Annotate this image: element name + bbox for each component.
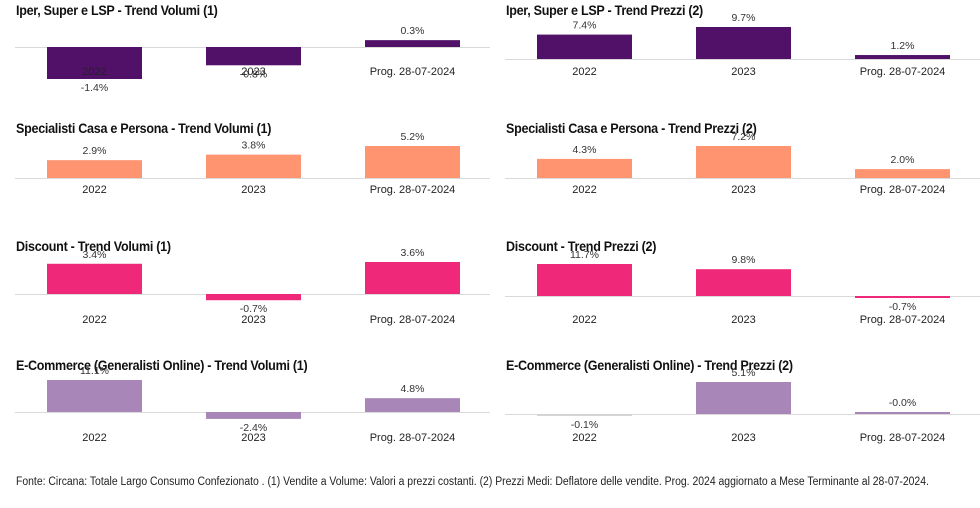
category-label: Prog. 28-07-2024 <box>860 432 946 444</box>
data-label: -0.7% <box>240 303 267 315</box>
category-label: Prog. 28-07-2024 <box>860 184 946 196</box>
data-label: 4.8% <box>401 383 425 395</box>
bar-chart: 11.7% 2022 9.8% 2023 -0.7%Prog. 28-07-2024 <box>505 249 980 326</box>
data-label: 5.2% <box>401 131 425 143</box>
category-label: 2023 <box>731 432 755 444</box>
data-label: 0.3% <box>401 25 425 37</box>
chart-title: Iper, Super e LSP - Trend Prezzi (2) <box>506 3 703 18</box>
bar-chart: 3.4% 2022 -0.7%2023 3.6% Prog. 28-07-2024 <box>15 247 490 326</box>
bar-chart: 2.9% 2022 3.8% 2023 5.2% Prog. 28-07-2024 <box>15 131 490 196</box>
chart-panel: Iper, Super e LSP - Trend Prezzi (2) 7.4… <box>490 0 980 118</box>
category-label: 2022 <box>572 66 596 78</box>
category-label: 2022 <box>572 184 596 196</box>
category-label: Prog. 28-07-2024 <box>370 432 456 444</box>
chart-title: E-Commerce (Generalisti Online) - Trend … <box>506 358 793 373</box>
data-label: -2.4% <box>240 422 267 434</box>
bar <box>696 146 791 178</box>
data-label: 1.2% <box>891 40 915 52</box>
chart-title: Discount - Trend Volumi (1) <box>16 239 171 254</box>
bar <box>206 47 301 66</box>
category-label: 2022 <box>82 314 106 326</box>
bar <box>537 34 632 59</box>
chart-panel: E-Commerce (Generalisti Online) - Trend … <box>490 355 980 473</box>
data-label: 9.7% <box>732 12 756 24</box>
category-label: 2022 <box>572 432 596 444</box>
category-label: 2022 <box>82 184 106 196</box>
bar <box>537 264 632 296</box>
category-label: 2023 <box>731 314 755 326</box>
chart-title: Specialisti Casa e Persona - Trend Prezz… <box>506 121 757 136</box>
chart-panel: Iper, Super e LSP - Trend Volumi (1) -1.… <box>0 0 490 118</box>
category-label: 2023 <box>241 66 265 78</box>
chart-panel: Discount - Trend Prezzi (2) 11.7% 2022 9.8… <box>490 236 980 354</box>
category-label: Prog. 28-07-2024 <box>370 314 456 326</box>
bar <box>696 269 791 296</box>
bar-chart: -1.4% 2022 -0.8%2023 0.3% Prog. 28-07-2024 <box>15 25 490 94</box>
bar <box>855 55 950 59</box>
chart-title: Iper, Super e LSP - Trend Volumi (1) <box>16 3 218 18</box>
bar <box>365 262 460 294</box>
chart-title: Discount - Trend Prezzi (2) <box>506 239 657 254</box>
bar <box>47 160 142 178</box>
data-label: 9.8% <box>732 254 756 266</box>
category-label: 2023 <box>241 314 265 326</box>
bar-chart: 7.4% 2022 9.7% 2023 1.2% Prog. 28-07-2024 <box>505 12 980 78</box>
chart-panel: Discount - Trend Volumi (1) 3.4% 2022 -0.7… <box>0 236 490 354</box>
bar <box>365 40 460 47</box>
data-label: -0.7% <box>889 301 916 313</box>
bar <box>206 294 301 301</box>
data-label: 2.0% <box>891 154 915 166</box>
category-label: Prog. 28-07-2024 <box>860 314 946 326</box>
chart-title: E-Commerce (Generalisti Online) - Trend … <box>16 358 308 373</box>
bar <box>696 382 791 414</box>
data-label: 5.1% <box>732 367 756 379</box>
data-label: 2.9% <box>83 145 107 157</box>
category-label: 2023 <box>241 432 265 444</box>
chart-title: Specialisti Casa e Persona - Trend Volum… <box>16 121 272 136</box>
data-label: 11.7% <box>570 249 599 261</box>
data-label: -0.0% <box>889 397 916 409</box>
bar <box>855 412 950 414</box>
data-label: -0.8% <box>240 68 267 80</box>
data-label: -0.1% <box>571 419 598 431</box>
bar <box>855 169 950 178</box>
data-label: 4.3% <box>573 144 597 156</box>
category-label: 2023 <box>731 66 755 78</box>
bar <box>47 380 142 412</box>
category-label: Prog. 28-07-2024 <box>860 66 946 78</box>
bar <box>537 158 632 178</box>
data-label: 3.8% <box>242 140 266 152</box>
category-label: 2023 <box>241 184 265 196</box>
bar <box>47 263 142 294</box>
chart-panel: Specialisti Casa e Persona - Trend Volum… <box>0 118 490 236</box>
bar <box>365 398 460 412</box>
bar <box>855 296 950 298</box>
bar <box>537 414 632 416</box>
bar <box>47 47 142 79</box>
category-label: 2022 <box>82 432 106 444</box>
data-label: 11.1% <box>80 365 109 377</box>
category-label: 2022 <box>572 314 596 326</box>
data-label: 7.2% <box>732 131 756 143</box>
data-label: -1.4% <box>81 82 108 94</box>
category-label: Prog. 28-07-2024 <box>370 184 456 196</box>
bar-chart: -0.1%2022 5.1% 2023 -0.0% Prog. 28-07-2024 <box>505 367 980 444</box>
chart-panel: Specialisti Casa e Persona - Trend Prezz… <box>490 118 980 236</box>
bar <box>206 154 301 178</box>
data-label: 3.4% <box>83 249 107 261</box>
source-footnote: Fonte: Circana: Totale Largo Consumo Con… <box>16 476 929 488</box>
bar-chart: 11.1% 2022 -2.4%2023 4.8% Prog. 28-07-2024 <box>15 365 490 444</box>
category-label: 2022 <box>82 66 106 78</box>
bar <box>206 412 301 419</box>
data-label: 7.4% <box>573 20 597 32</box>
category-label: 2023 <box>731 184 755 196</box>
data-label: 3.6% <box>401 247 425 259</box>
chart-panel: E-Commerce (Generalisti Online) - Trend … <box>0 355 490 473</box>
category-label: Prog. 28-07-2024 <box>370 66 456 78</box>
bar <box>365 146 460 178</box>
bar <box>696 27 791 59</box>
bar-chart: 4.3% 2022 7.2% 2023 2.0% Prog. 28-07-2024 <box>505 131 980 196</box>
